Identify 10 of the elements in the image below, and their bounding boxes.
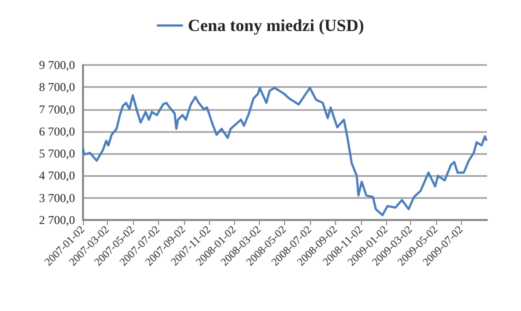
line-series — [82, 86, 488, 216]
y-tick-label: 5 700,0 — [39, 146, 75, 161]
y-tick-label: 8 700,0 — [39, 80, 75, 94]
y-tick-label: 7 700,0 — [39, 102, 75, 116]
legend-label: Cena tony miedzi (USD) — [188, 16, 364, 35]
y-tick-label: 2 700,0 — [39, 213, 75, 227]
y-tick-label: 9 700,0 — [39, 58, 75, 72]
y-tick-label: 4 700,0 — [39, 168, 75, 183]
y-tick-label: 3 700,0 — [39, 190, 75, 205]
y-tick-label: 6 700,0 — [39, 124, 75, 138]
